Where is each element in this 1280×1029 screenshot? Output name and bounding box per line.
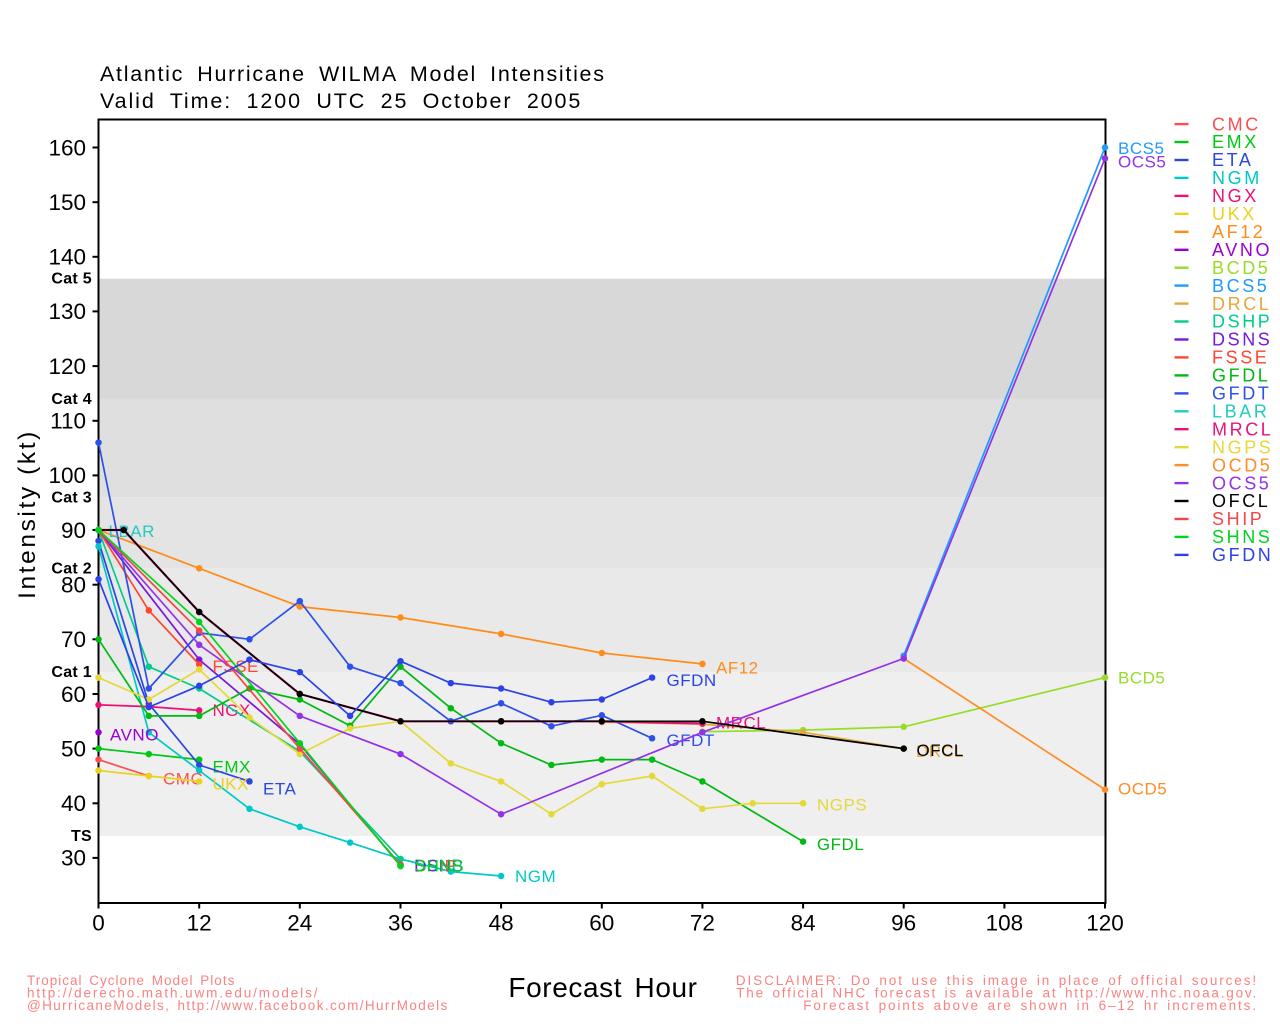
svg-text:DRCL: DRCL (916, 742, 964, 761)
svg-text:130: 130 (48, 299, 86, 324)
svg-text:BCD5: BCD5 (1118, 669, 1165, 688)
svg-text:Cat 3: Cat 3 (51, 489, 92, 506)
svg-text:OFCL: OFCL (1212, 491, 1270, 511)
svg-text:LBAR: LBAR (109, 522, 155, 541)
svg-text:Cat 4: Cat 4 (51, 391, 92, 408)
svg-text:72: 72 (690, 911, 715, 936)
svg-text:Cat 2: Cat 2 (51, 560, 92, 577)
svg-text:AF12: AF12 (1212, 222, 1265, 242)
svg-text:DSNS: DSNS (1212, 330, 1272, 350)
svg-text:GFDT: GFDT (1212, 384, 1271, 404)
svg-text:48: 48 (489, 911, 514, 936)
svg-text:40: 40 (61, 791, 86, 816)
svg-text:UKX: UKX (213, 775, 249, 794)
svg-text:Tropical Cyclone Model Plots: Tropical Cyclone Model Plots (27, 973, 235, 988)
svg-text:GFDT: GFDT (667, 731, 715, 750)
svg-text:SHIP: SHIP (1212, 509, 1264, 529)
svg-text:90: 90 (61, 518, 86, 543)
svg-text:Valid Time: 1200 UTC 25 Octobe: Valid Time: 1200 UTC 25 October 2005 (100, 89, 582, 113)
svg-text:50: 50 (61, 736, 86, 761)
svg-text:The official NHC forecast is a: The official NHC forecast is available a… (736, 986, 1258, 1001)
svg-text:NGX: NGX (1212, 186, 1259, 206)
svg-text:BCS5: BCS5 (1212, 276, 1269, 296)
svg-text:BCD5: BCD5 (1212, 258, 1270, 278)
svg-text:DISCLAIMER: Do not use this im: DISCLAIMER: Do not use this image in pla… (736, 973, 1258, 988)
svg-text:GFDL: GFDL (1212, 366, 1270, 386)
svg-text:160: 160 (48, 135, 86, 160)
svg-text:SHNS: SHNS (1212, 527, 1272, 547)
svg-text:30: 30 (61, 846, 86, 871)
svg-text:36: 36 (388, 911, 413, 936)
svg-text:DSHP: DSHP (1212, 312, 1272, 332)
svg-text:EMX: EMX (1212, 132, 1259, 152)
svg-text:DRCL: DRCL (1212, 294, 1271, 314)
svg-text:ETA: ETA (1212, 150, 1253, 170)
svg-text:TS: TS (71, 828, 92, 845)
svg-text:OCS5: OCS5 (1212, 473, 1271, 493)
svg-text:108: 108 (986, 911, 1024, 936)
svg-text:NGPS: NGPS (817, 796, 867, 815)
svg-text:0: 0 (92, 911, 105, 936)
svg-text:OCS5: OCS5 (1118, 153, 1166, 172)
svg-text:AF12: AF12 (716, 659, 759, 678)
svg-text:http://derecho.math.uwm.edu/mo: http://derecho.math.uwm.edu/models/ (27, 986, 319, 1001)
svg-text:BCS5: BCS5 (1118, 139, 1164, 158)
svg-text:DSHP: DSHP (414, 856, 463, 875)
svg-text:60: 60 (61, 682, 86, 707)
svg-text:Cat 1: Cat 1 (51, 664, 92, 681)
svg-text:CMC: CMC (1212, 114, 1261, 134)
svg-text:140: 140 (48, 245, 86, 270)
svg-text:Intensity (kt): Intensity (kt) (14, 429, 41, 599)
svg-text:DSNS: DSNS (414, 857, 463, 876)
svg-text:Forecast Hour: Forecast Hour (508, 972, 697, 1003)
svg-text:OFCL: OFCL (917, 741, 964, 760)
svg-text:ETA: ETA (263, 780, 296, 799)
svg-text:110: 110 (50, 409, 86, 434)
svg-text:60: 60 (589, 911, 614, 936)
svg-text:Cat 5: Cat 5 (51, 271, 92, 288)
svg-text:GFDN: GFDN (1212, 545, 1273, 565)
svg-text:80: 80 (61, 573, 86, 598)
svg-text:@HurricaneModels, http://www.f: @HurricaneModels, http://www.facebook.co… (27, 998, 449, 1013)
svg-text:NGM: NGM (515, 867, 556, 886)
svg-text:Atlantic Hurricane WILMA Model: Atlantic Hurricane WILMA Model Intensiti… (100, 62, 606, 86)
svg-text:150: 150 (48, 190, 86, 215)
svg-text:MRCL: MRCL (1212, 419, 1273, 439)
svg-text:84: 84 (791, 911, 816, 936)
svg-text:120: 120 (48, 354, 86, 379)
svg-text:GFDL: GFDL (817, 835, 864, 854)
svg-text:LBAR: LBAR (1212, 402, 1269, 422)
svg-text:Forecast points above are show: Forecast points above are shown in 6–12 … (803, 998, 1258, 1013)
svg-text:AVNO: AVNO (1212, 240, 1272, 260)
svg-text:SHIP: SHIP (415, 856, 457, 875)
svg-text:UKX: UKX (1212, 204, 1257, 224)
svg-text:96: 96 (891, 911, 916, 936)
svg-text:OCD5: OCD5 (1212, 455, 1272, 475)
svg-text:FSSE: FSSE (1212, 348, 1269, 368)
svg-text:OCD5: OCD5 (1118, 780, 1167, 799)
svg-text:AVNO: AVNO (110, 726, 159, 745)
svg-text:NGPS: NGPS (1212, 437, 1273, 457)
svg-text:SHNS: SHNS (415, 857, 464, 876)
svg-text:GFDN: GFDN (667, 671, 717, 690)
svg-text:NGM: NGM (1212, 168, 1262, 188)
svg-text:100: 100 (48, 463, 86, 488)
svg-text:70: 70 (61, 627, 86, 652)
svg-text:120: 120 (1086, 911, 1124, 936)
svg-text:24: 24 (287, 911, 312, 936)
svg-text:12: 12 (187, 911, 212, 936)
